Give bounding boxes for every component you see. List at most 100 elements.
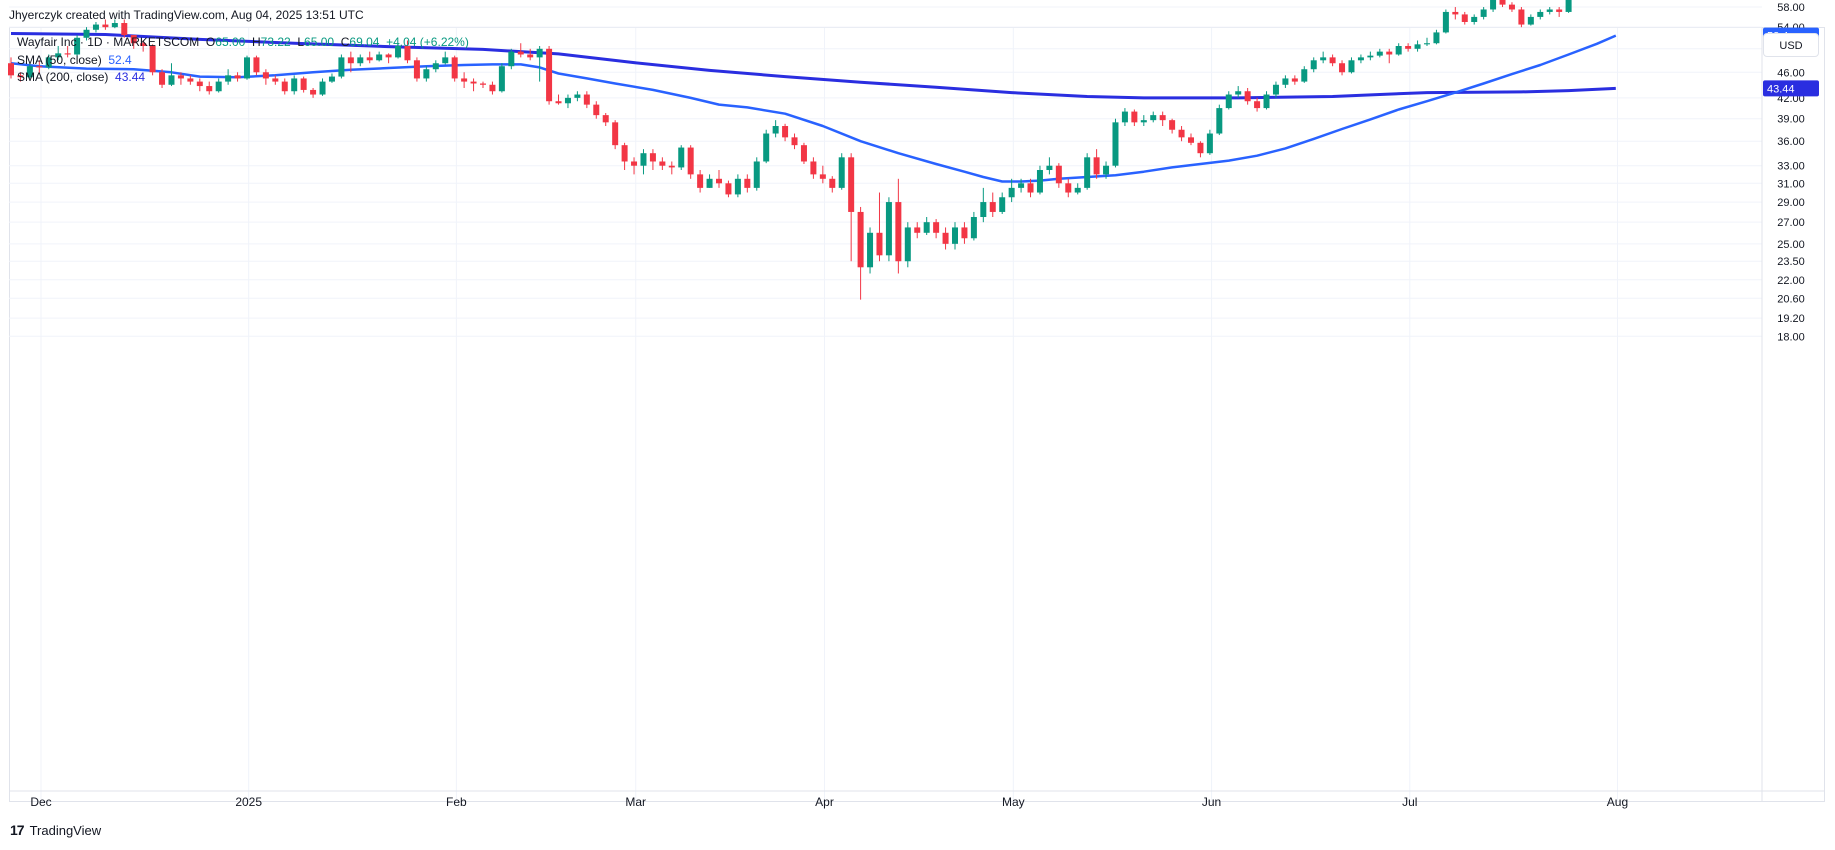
candle-body [206, 86, 213, 92]
candle-body [1244, 91, 1251, 102]
candle-body [1159, 115, 1166, 121]
candle-body [706, 178, 713, 188]
legend-low-label: L [297, 35, 305, 49]
candle-body [92, 24, 99, 30]
legend-close-value: 69.04 [349, 35, 380, 49]
candle-body [1395, 46, 1402, 55]
candle-body [102, 24, 109, 28]
candle-body [867, 232, 874, 268]
candle-body [1065, 183, 1072, 193]
candle-body [621, 145, 628, 162]
candle-body [744, 178, 751, 188]
candle-body [55, 53, 62, 58]
candle-body [45, 57, 52, 68]
candle-body [149, 46, 156, 73]
candle-body [262, 72, 269, 79]
candle-body [111, 23, 118, 28]
candle-body [404, 46, 411, 61]
candle-body [215, 81, 222, 92]
sma200-line [10, 32, 1616, 100]
candle-body [366, 57, 373, 61]
candle-body [942, 232, 949, 244]
candle-body [1282, 78, 1289, 85]
candle-body [659, 161, 666, 166]
y-tick-label: 29.00 [1777, 197, 1805, 209]
candle-body [1225, 94, 1232, 109]
sma200-group [10, 32, 1616, 100]
y-tick-label: 46.00 [1777, 67, 1805, 79]
candle-body [1442, 11, 1449, 33]
candle-body [64, 53, 71, 55]
candle-body [187, 78, 194, 82]
candle-body [697, 174, 704, 188]
candle-body [1103, 165, 1110, 175]
candle-body [1121, 111, 1128, 123]
candle-body [1055, 165, 1062, 184]
candle-body [225, 75, 232, 82]
x-tick-label: Aug [1607, 795, 1628, 809]
legend-close-label: C [340, 35, 350, 49]
x-axis[interactable]: Dec 2025 Feb Mar Apr May Jun Jul Aug [30, 795, 1628, 809]
candle-body [876, 232, 883, 256]
candle-body [1216, 108, 1223, 134]
candle-body [281, 81, 288, 92]
candle-body [36, 66, 43, 68]
candle-body [508, 51, 515, 67]
legend-ohlc-row: Wayfair Inc · 1D · MARKETSCOM O65.00 H73… [17, 34, 469, 52]
candle-body [1291, 78, 1298, 82]
legend-sma200-row[interactable]: SMA (200, close) 43.44 [17, 69, 469, 87]
legend-high-label: H [251, 35, 261, 49]
y-tick-label: 18.00 [1777, 331, 1805, 343]
legend-sma50-row[interactable]: SMA (50, close) 52.4 [17, 52, 469, 70]
legend-symbol[interactable]: Wayfair Inc · 1D · MARKETSCOM [17, 35, 200, 49]
sma200-badge: 43.44 [1763, 80, 1819, 97]
y-tick-label: 27.00 [1777, 217, 1805, 229]
candle-body [555, 101, 562, 104]
candle-body [357, 57, 364, 64]
candle-body [1254, 101, 1261, 109]
legend-high-value: 73.22 [260, 35, 291, 49]
y-axis[interactable]: 76.0071.0066.0062.0058.0054.0050.0046.00… [1777, 0, 1805, 343]
candle-body [772, 126, 779, 134]
candle-body [1036, 170, 1043, 193]
candle-body [734, 178, 741, 195]
legend-open-value: 65.00 [215, 35, 246, 49]
x-tick-label: Jul [1402, 795, 1417, 809]
y-tick-label: 19.20 [1777, 313, 1805, 325]
candle-body [489, 84, 496, 92]
candle-body [338, 57, 345, 77]
currency-button[interactable]: USD [1763, 33, 1819, 57]
candle-body [517, 51, 524, 55]
candle-body [1272, 84, 1279, 95]
candle-body [480, 83, 486, 85]
candle-body [1433, 32, 1440, 44]
candle-body [819, 174, 826, 179]
candle-body [1405, 46, 1412, 49]
candle-body [989, 202, 996, 212]
x-tick-label: Feb [446, 795, 467, 809]
candle-body [668, 165, 675, 168]
candle-body [791, 137, 798, 146]
y-tick-label: 25.00 [1777, 239, 1805, 251]
candle-body [432, 63, 439, 70]
candle-body [649, 153, 656, 162]
candle-body [1169, 120, 1176, 130]
candle-body [970, 217, 977, 239]
candle-body [1357, 57, 1364, 61]
candle-body [763, 133, 770, 162]
legend-sma200-value: 43.44 [115, 70, 146, 84]
candle-body [952, 227, 958, 244]
legend-open-label: O [205, 35, 216, 49]
candle-body [678, 147, 685, 168]
candle-body [782, 126, 789, 138]
candle-body [1112, 122, 1119, 166]
candle-body [1367, 55, 1374, 58]
candle-body [1131, 111, 1138, 123]
x-tick-label: Apr [815, 795, 834, 809]
candle-body [1527, 16, 1534, 25]
candle-body [1376, 51, 1383, 56]
candle-body [83, 29, 90, 38]
candle-body [1424, 43, 1430, 45]
tradingview-brand: TradingView [29, 822, 102, 838]
